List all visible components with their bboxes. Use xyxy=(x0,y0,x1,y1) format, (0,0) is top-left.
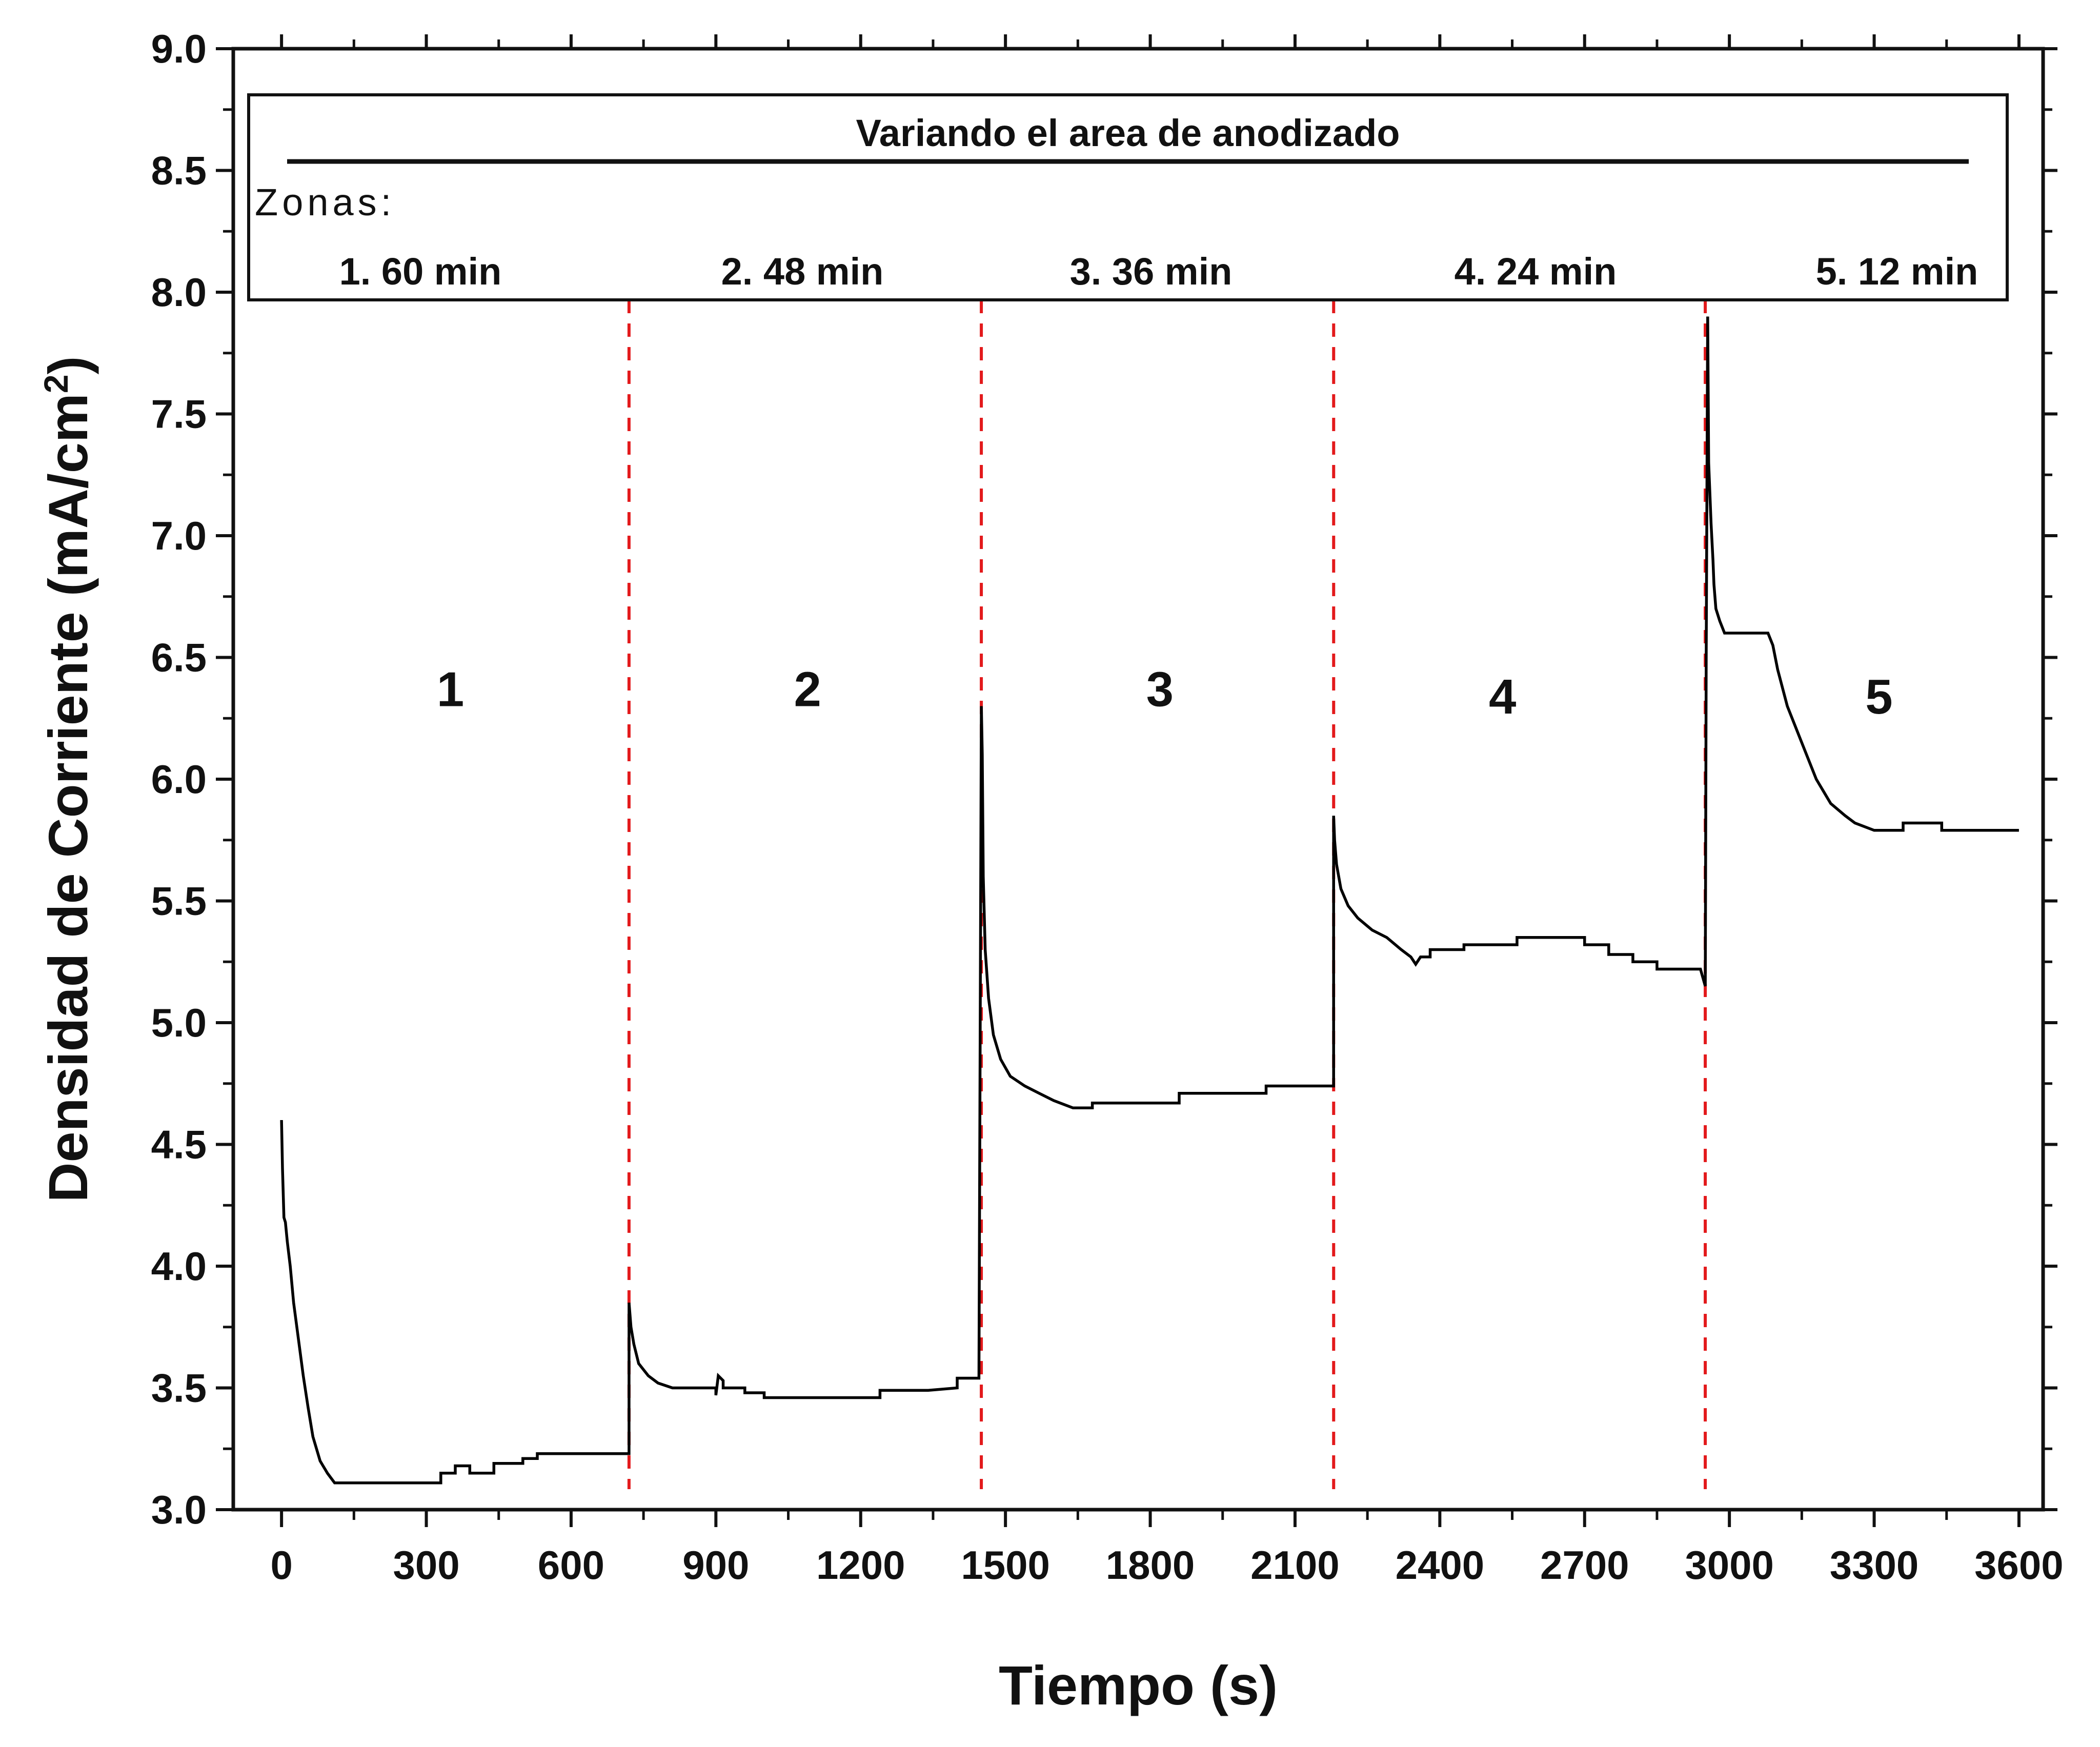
legend: Variando el area de anodizado Zonas: 1. … xyxy=(247,93,2009,301)
zone-label: 3 xyxy=(1146,662,1174,717)
x-tick-label: 3300 xyxy=(1830,1542,1919,1588)
x-tick-label: 900 xyxy=(682,1542,749,1588)
x-tick-label: 1200 xyxy=(816,1542,905,1588)
legend-entry: 1. 60 min xyxy=(339,250,502,293)
legend-zones-label: Zonas: xyxy=(255,181,395,224)
y-axis-title: Densidad de Corriente (mA/cm2) xyxy=(37,356,99,1202)
x-tick-label: 1500 xyxy=(961,1542,1050,1588)
x-axis-title: Tiempo (s) xyxy=(999,1654,1278,1716)
y-tick-label: 7.5 xyxy=(151,392,207,437)
y-tick-label: 3.5 xyxy=(151,1366,207,1411)
series-layer xyxy=(280,316,2019,1485)
zone-label: 5 xyxy=(1865,669,1892,724)
y-tick-label: 6.0 xyxy=(151,757,207,802)
legend-entry: 4. 24 min xyxy=(1455,250,1617,293)
legend-entry: 3. 36 min xyxy=(1070,250,1233,293)
y-axis-ticks: 3.0 3.5 4.0 4.5 5.0 5.5 6.0 6.5 7.0 7.5 8.0 8.5 9.0 xyxy=(151,26,2057,1532)
y-tick-label: 5.0 xyxy=(151,1000,207,1045)
x-tick-label: 2100 xyxy=(1250,1542,1340,1588)
y-tick-label: 8.0 xyxy=(151,270,207,315)
y-tick-label: 6.5 xyxy=(151,635,207,680)
y-tick-label: 5.5 xyxy=(151,879,207,924)
x-tick-label: 0 xyxy=(270,1542,292,1588)
y-tick-label: 3.0 xyxy=(151,1487,207,1532)
x-tick-label: 2700 xyxy=(1540,1542,1629,1588)
y-tick-label: 4.5 xyxy=(151,1122,207,1167)
legend-entry: 2. 48 min xyxy=(721,250,884,293)
x-tick-label: 300 xyxy=(393,1542,459,1588)
y-axis-title-superscript: 2 xyxy=(37,374,75,393)
zone-label: 2 xyxy=(794,662,821,717)
legend-box xyxy=(247,93,2009,301)
zone-labels: 1 2 3 4 5 xyxy=(437,662,1893,724)
y-axis-title-close: ) xyxy=(37,356,99,374)
x-tick-label: 2400 xyxy=(1396,1542,1485,1588)
series-line xyxy=(280,316,2019,1485)
y-tick-label: 7.0 xyxy=(151,513,207,558)
y-axis-title-main: Densidad de Corriente (mA/cm xyxy=(37,393,99,1202)
x-tick-label: 600 xyxy=(538,1542,604,1588)
legend-entry: 5. 12 min xyxy=(1816,250,1978,293)
legend-entries: 1. 60 min 2. 48 min 3. 36 min 4. 24 min 5. 1… xyxy=(339,250,1978,293)
x-tick-label: 1800 xyxy=(1106,1542,1195,1588)
zone-label: 4 xyxy=(1489,669,1516,724)
y-tick-label: 9.0 xyxy=(151,26,207,71)
x-tick-label: 3000 xyxy=(1685,1542,1774,1588)
y-tick-label: 8.5 xyxy=(151,148,207,193)
y-tick-label: 4.0 xyxy=(151,1244,207,1289)
x-axis-ticks: 0 300 600 900 1200 1500 1800 2100 2400 2700 3000 33… xyxy=(270,34,2064,1588)
x-tick-label: 3600 xyxy=(1974,1542,2064,1588)
legend-title: Variando el area de anodizado xyxy=(856,112,1400,154)
zone-label: 1 xyxy=(437,662,464,717)
